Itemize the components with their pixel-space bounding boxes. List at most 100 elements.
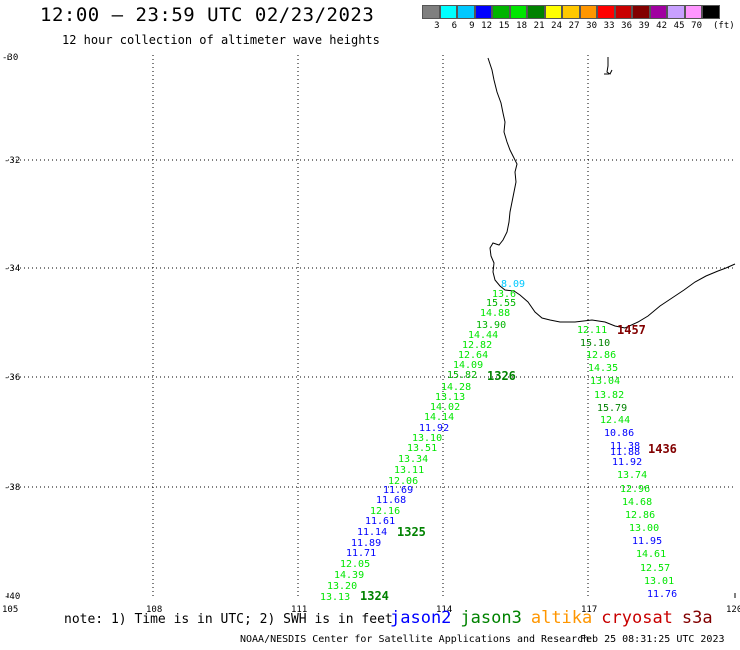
wave-height-label: 13.13 (435, 392, 465, 403)
wave-height-label: 11.92 (419, 423, 449, 434)
colorbar-swatch (422, 5, 440, 19)
colorbar-swatch (649, 5, 667, 19)
wave-height-label: 12.57 (640, 563, 670, 574)
wave-height-label: 10.86 (604, 428, 634, 439)
colorbar-swatch (597, 5, 615, 19)
legend-cryosat: cryosat (601, 608, 673, 628)
wave-height-label: 11.71 (346, 548, 376, 559)
track-a-values: 8.0913.615.5514.8813.9014.4412.8212.6414… (320, 279, 525, 603)
wave-height-label: 11.69 (383, 485, 413, 496)
track-b-values: 12.1115.1012.8614.3513.0413.8215.7912.44… (577, 325, 677, 600)
wave-height-label: 12.44 (600, 415, 630, 426)
wave-height-label: 12.11 (577, 325, 607, 336)
note-text: note: 1) Time is in UTC; 2) SWH is in fe… (64, 612, 393, 627)
colorbar-swatch (527, 5, 545, 19)
wave-height-label: 13.01 (644, 576, 674, 587)
lat-label: -34 (4, 264, 20, 274)
wave-height-label: 14.39 (334, 570, 364, 581)
colorbar-swatch (614, 5, 632, 19)
colorbar-swatch (509, 5, 527, 19)
map-title: 12:00 – 23:59 UTC 02/23/2023 (40, 4, 375, 26)
footer-credit: NOAA/NESDIS Center for Satellite Applica… (240, 634, 590, 645)
colorbar-tick-label: 9 (469, 21, 475, 31)
lat-label: -38 (4, 483, 20, 493)
lat-label: -32 (4, 156, 20, 166)
wave-height-label: 11.38 (610, 441, 640, 452)
satellite-legend: jason2 jason3 altika cryosat s3a (390, 608, 722, 628)
wave-height-label: 11.95 (632, 536, 662, 547)
colorbar-tick-label: 39 (638, 21, 650, 31)
wave-height-label: 13.20 (327, 581, 357, 592)
wave-height-label: 12.05 (340, 559, 370, 570)
wave-height-label: 14.68 (622, 497, 652, 508)
colorbar-swatch (492, 5, 510, 19)
colorbar-swatch (457, 5, 475, 19)
wave-height-label: 15.10 (580, 338, 610, 349)
wave-height-label: 14.09 (453, 360, 483, 371)
wave-height-label: 12.64 (458, 350, 488, 361)
wave-height-label: 11.88 (610, 447, 640, 458)
wave-height-label: 14.61 (636, 549, 666, 560)
colorbar-swatch (684, 5, 702, 19)
wave-height-label: 13.90 (476, 320, 506, 331)
colorbar-tick-label: 45 (673, 21, 685, 31)
wave-height-label: 14.44 (468, 330, 498, 341)
lon-label: 105 (2, 605, 18, 615)
colorbar-swatch (702, 5, 720, 19)
colorbar-tick-label: 6 (451, 21, 457, 31)
coastline-islet (604, 57, 613, 75)
lon-label: 108 (146, 605, 162, 615)
lon-label: 114 (436, 605, 452, 615)
wave-height-label: 11.76 (647, 589, 677, 600)
colorbar-swatch (632, 5, 650, 19)
wave-height-label: 13.82 (594, 390, 624, 401)
wave-height-label: 13.00 (629, 523, 659, 534)
colorbar-tick-label: 42 (656, 21, 667, 31)
colorbar-swatch (579, 5, 597, 19)
wave-height-label: 13.6 (492, 289, 516, 300)
footer-timestamp: Feb 25 08:31:25 UTC 2023 (580, 634, 725, 645)
colorbar-tick-label: 15 (498, 21, 510, 31)
pass-label: 1324 (360, 589, 389, 603)
wave-height-label: 12.82 (462, 340, 492, 351)
pass-label: 1436 (648, 442, 677, 456)
colorbar-swatch (474, 5, 492, 19)
colorbar-swatch (544, 5, 562, 19)
colorbar-labels: 3 6 9 12 15 18 21 24 27 30 33 36 39 42 45 70 (422, 21, 702, 31)
wave-height-label: 13.04 (590, 376, 620, 387)
wave-height-label: 11.14 (357, 527, 387, 538)
wave-height-label: 12.06 (388, 476, 418, 487)
wave-height-label: 15.55 (486, 298, 516, 309)
colorbar-tick-label: 36 (621, 21, 632, 31)
colorbar-swatch (439, 5, 457, 19)
wave-height-label: 13.51 (407, 443, 437, 454)
lat-label: -40 (4, 592, 20, 602)
lon-label: 111 (291, 605, 307, 615)
lat-label: -36 (4, 373, 20, 383)
lon-label: 120 (726, 605, 740, 615)
legend-s3a: s3a (681, 608, 713, 628)
colorbar-tick-label: 30 (586, 21, 597, 31)
map-subtitle: 12 hour collection of altimeter wave hei… (62, 33, 380, 47)
wave-height-label: 14.02 (430, 402, 460, 413)
colorbar-tick-label: 18 (516, 21, 527, 31)
pass-labels: 1326 1325 1324 1457 1436 (360, 323, 677, 603)
wave-height-label: 11.89 (351, 538, 381, 549)
latitude-labels: -30 -32 -34 -36 -38 -40 (2, 53, 20, 602)
graticule (8, 55, 735, 598)
lat-label: -30 (2, 53, 18, 63)
wave-height-label: 15.82 (447, 370, 477, 381)
wave-height-label: 8.09 (501, 279, 525, 290)
wave-height-label: 13.10 (412, 433, 442, 444)
colorbar-tick-label: 70 (691, 21, 702, 31)
lon-label: 117 (581, 605, 597, 615)
pass-label: 1325 (397, 525, 426, 539)
colorbar-tick-label: 21 (533, 21, 545, 31)
coastline-western-australia (487, 57, 736, 329)
wave-height-label: 12.86 (625, 510, 655, 521)
pass-label: 1326 (487, 369, 516, 383)
wave-height-label: 13.34 (398, 454, 428, 465)
legend-jason2: jason2 (390, 608, 452, 628)
wave-height-label: 13.13 (320, 592, 350, 603)
wave-height-label: 11.92 (612, 457, 642, 468)
